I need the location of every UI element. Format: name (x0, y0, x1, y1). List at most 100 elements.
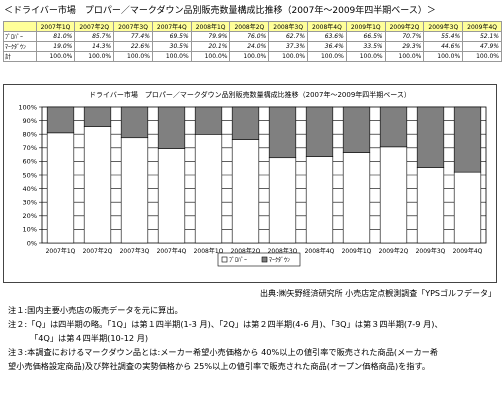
bar-proper (268, 157, 297, 244)
bar-proper (379, 146, 408, 244)
bar-markdown (120, 106, 149, 139)
table-cell: 19.0% (35, 41, 76, 52)
table-header-cell: 2009年1Q (345, 21, 386, 32)
bar-proper (157, 148, 186, 244)
y-tick-label: 0% (27, 239, 37, 247)
table-cell: 100.0% (113, 51, 153, 62)
table-cell: 100.0% (229, 51, 270, 62)
table-cell: 37.3% (268, 41, 309, 52)
table-header-cell: 2007年3Q (113, 21, 153, 32)
bar-proper (120, 137, 149, 244)
y-tick-label: 70% (23, 144, 37, 152)
chart-title: ドライバー市場 プロパー／マークダウン品別販売数量構成比推移（2007年～200… (89, 90, 411, 99)
table-cell: 100.0% (384, 51, 425, 62)
x-tick-label: 2007年3Q (120, 247, 150, 255)
table-cell: 100.0% (462, 51, 502, 62)
bar-proper (305, 156, 334, 244)
table-cell: 33.5% (345, 41, 386, 52)
row-label: 計 (3, 51, 37, 62)
y-tick-label: 10% (23, 226, 37, 234)
table-cell: 100.0% (423, 51, 464, 62)
y-tick-label: 80% (23, 131, 37, 139)
bar-markdown (231, 106, 260, 140)
table-cell: 85.7% (74, 31, 115, 42)
x-tick-label: 2007年4Q (157, 247, 187, 255)
x-tick-label: 2009年4Q (453, 247, 483, 255)
table-cell: 52.1% (462, 31, 502, 42)
note-line: 望小売価格設定商品)及び弊社調査の実勢価格から 25%以上の値引率で販売された商… (8, 361, 431, 371)
table-cell: 100.0% (151, 51, 192, 62)
bar-markdown (83, 106, 112, 127)
table-cell: 20.1% (190, 41, 231, 52)
note-line: 注３:本調査におけるマークダウン品とは:メーカー希望小売価格から 40%以上の値… (8, 347, 439, 357)
table-header-cell: 2008年3Q (268, 21, 309, 32)
table-header-cell: 2009年3Q (423, 21, 464, 32)
chart-panel: ドライバー市場 プロパー／マークダウン品別販売数量構成比推移（2007年～200… (3, 84, 497, 283)
source-credit: 出典:㈱矢野経済研究所 小売店定点観測調査「YPSゴルフデータ」 (259, 289, 496, 298)
x-tick-label: 2007年2Q (83, 247, 113, 255)
note-line: 「4Q」は第４四半期(10-12 月) (30, 333, 149, 343)
bar-markdown (453, 106, 482, 173)
bar-markdown (416, 106, 445, 168)
x-tick-label: 2008年1Q (194, 247, 224, 255)
bar-proper (416, 167, 445, 244)
y-tick-label: 100% (18, 103, 37, 111)
y-tick-label: 30% (23, 199, 37, 207)
table-row: ﾏｰｸﾀﾞｳﾝ 19.0% 14.3% 22.6% 30.5% 20.1% 24… (3, 41, 502, 52)
y-tick-label: 60% (23, 158, 37, 166)
table-cell: 100.0% (190, 51, 231, 62)
y-tick-label: 40% (23, 185, 37, 193)
bar-proper (46, 132, 75, 244)
table-cell: 66.5% (345, 31, 386, 42)
table-cell: 69.5% (151, 31, 192, 42)
bar-proper (342, 152, 371, 244)
bar-markdown (157, 106, 186, 149)
page-title: ＜ドライバー市場 プロパー／マークダウン品別販売数量構成比推移（2007年～20… (4, 6, 436, 16)
legend-label: ﾏｰｸﾀﾞｳﾝ (269, 257, 290, 264)
legend-swatch (221, 256, 228, 263)
legend-label: ﾌﾟﾛﾊﾟｰ (229, 257, 247, 264)
table-cell: 100.0% (307, 51, 347, 62)
x-tick-label: 2008年4Q (305, 247, 335, 255)
table-cell: 29.3% (384, 41, 425, 52)
x-tick-label: 2007年1Q (46, 247, 76, 255)
table-header-cell: 2007年1Q (35, 21, 76, 32)
y-tick-label: 20% (23, 212, 37, 220)
table-cell: 44.6% (423, 41, 464, 52)
table-header-cell: 2007年4Q (151, 21, 192, 32)
table-cell: 81.0% (35, 31, 76, 42)
note-line: 注１:国内主要小売店の販売データを元に算出。 (8, 305, 183, 315)
table-cell: 77.4% (113, 31, 153, 42)
x-tick-label: 2009年2Q (379, 247, 409, 255)
table-header-cell: 2009年2Q (384, 21, 425, 32)
row-label: ﾏｰｸﾀﾞｳﾝ (3, 41, 37, 52)
legend-box (217, 252, 301, 267)
notes: 注１:国内主要小売店の販売データを元に算出。 注２:「Q」は四半期の略。「1Q」… (8, 303, 498, 373)
table-cell: 30.5% (151, 41, 192, 52)
bar-markdown (379, 106, 408, 148)
table-cell: 24.0% (229, 41, 270, 52)
note-line: 注２:「Q」は四半期の略。「1Q」は第１四半期(1-3 月)、「2Q」は第２四半… (8, 319, 443, 329)
table-cell: 100.0% (268, 51, 309, 62)
table-cell: 14.3% (74, 41, 115, 52)
table-cell: 100.0% (35, 51, 76, 62)
bar-markdown (268, 106, 297, 159)
table-header-cell: 2008年1Q (190, 21, 231, 32)
table-cell: 100.0% (345, 51, 386, 62)
table-header-cell: 2009年4Q (462, 21, 502, 32)
x-tick-label: 2008年2Q (231, 247, 261, 255)
bar-proper (453, 171, 482, 244)
x-tick-label: 2009年3Q (416, 247, 446, 255)
bar-proper (194, 134, 223, 244)
table-cell: 47.9% (462, 41, 502, 52)
bar-markdown (194, 106, 223, 135)
stacked-bar-chart: ドライバー市場 プロパー／マークダウン品別販売数量構成比推移（2007年～200… (18, 90, 487, 267)
table-header-cell: 2008年2Q (229, 21, 270, 32)
table-cell: 76.0% (229, 31, 270, 42)
bar-markdown (46, 106, 75, 134)
y-tick-label: 50% (23, 171, 37, 179)
legend-swatch (261, 256, 268, 263)
bar-markdown (342, 106, 371, 153)
table-cell: 55.4% (423, 31, 464, 42)
table-header-cell: 2008年4Q (307, 21, 347, 32)
